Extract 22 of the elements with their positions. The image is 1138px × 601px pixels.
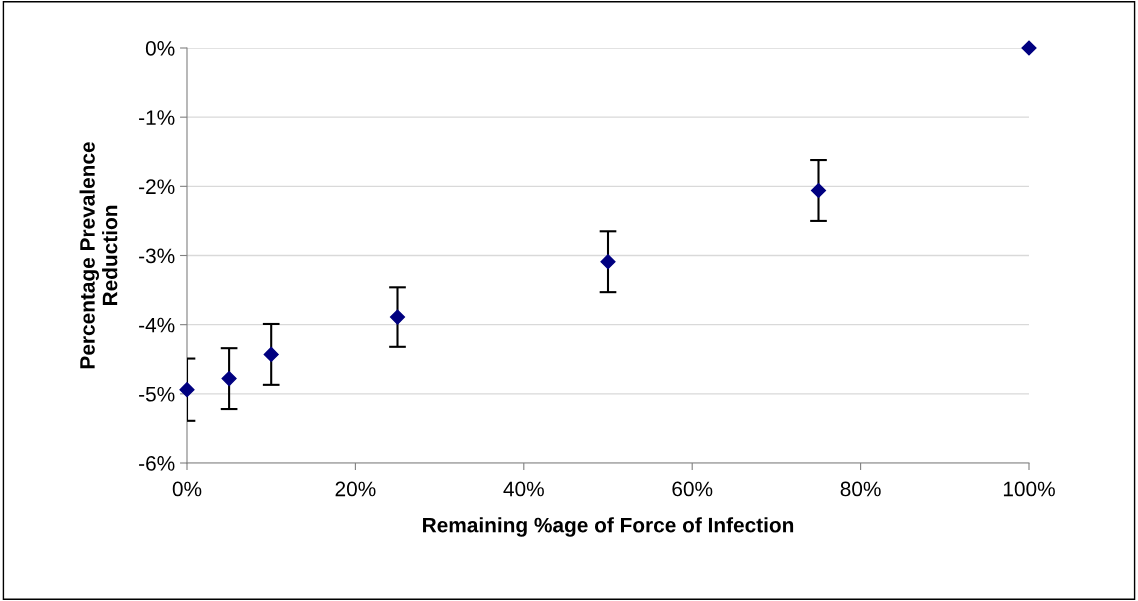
x-tick-label: 60% [672, 481, 713, 497]
x-tick-label: 40% [503, 481, 544, 497]
x-tick-label: 100% [1003, 481, 1055, 497]
point [389, 309, 406, 325]
y-tick-label: 0% [145, 41, 175, 56]
point [263, 346, 279, 362]
y-axis-title: Percentage Prevalence Reduction [79, 142, 118, 369]
point [1021, 40, 1037, 56]
x-axis-title: Remaining %age of Force of Infection [423, 517, 794, 537]
x-tick-label: 0% [172, 481, 202, 497]
y-tick-label: -2% [139, 179, 175, 195]
y-tick-label: -5% [139, 386, 175, 402]
point [600, 254, 616, 270]
y-tick-label: -1% [139, 110, 175, 125]
point [810, 182, 827, 199]
x-tick-label: 20% [335, 481, 376, 497]
point [179, 382, 195, 398]
y-tick-label: -6% [139, 456, 175, 471]
y-tick-label: -3% [139, 248, 175, 264]
x-tick-label: 80% [840, 481, 881, 497]
point [221, 371, 237, 387]
y-tick-label: -4% [139, 317, 175, 333]
